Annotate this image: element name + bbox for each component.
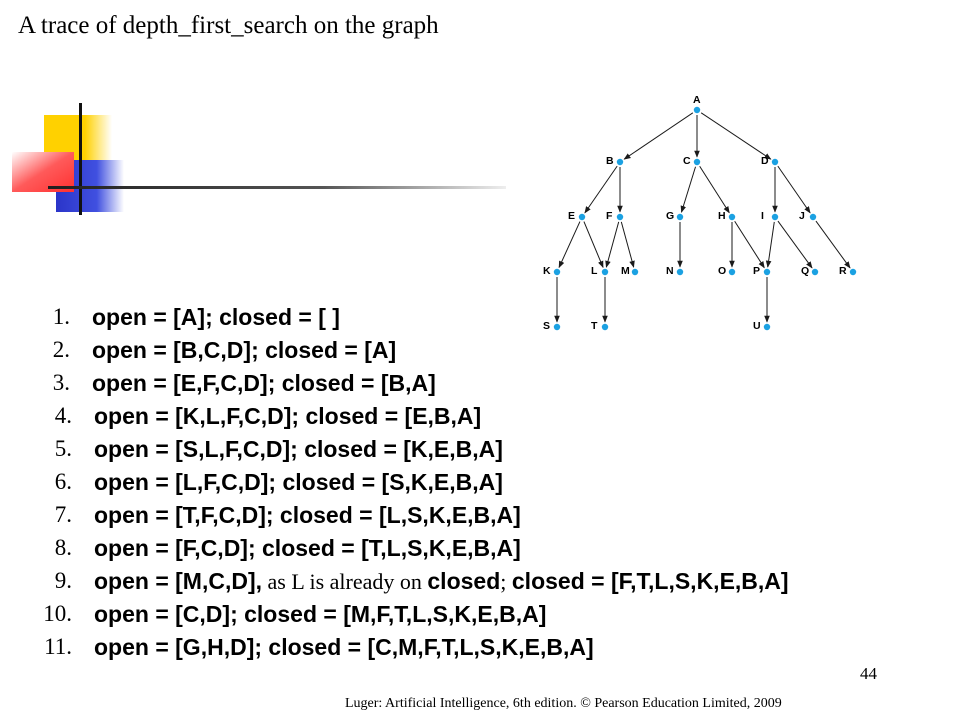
node-g [676,213,684,221]
node-label-c: C [683,155,691,167]
node-e [578,213,586,221]
node-u [763,323,771,331]
step-number: 4. [54,403,72,428]
step-text: open = [E,F,C,D]; closed = [B,A] [92,370,436,396]
node-label-h: H [718,210,726,222]
node-r [849,268,857,276]
edge-f-m [620,221,635,268]
node-h [728,213,736,221]
edge-h-p [734,220,765,269]
step-number: 8. [54,535,72,560]
step-number: 2. [52,337,70,362]
node-label-s: S [543,320,550,332]
step-text: open = [K,L,F,C,D]; closed = [E,B,A] [94,403,482,429]
decorative-squares [12,103,506,215]
node-i [771,213,779,221]
step-text: open = [A]; closed = [ ] [92,304,340,330]
page-number: 44 [860,664,877,683]
step-number: 7. [54,502,72,527]
edge-i-q [777,220,813,269]
step-text: open = [L,F,C,D]; closed = [S,K,E,B,A] [94,469,503,495]
node-label-n: N [666,265,674,277]
step-note: as L is already on [262,569,428,594]
step-text: open = [C,D]; closed = [M,F,T,L,S,K,E,B,… [94,601,547,627]
step-text-part: closed [427,568,501,594]
node-label-t: T [591,320,598,332]
step-text-part: open = [M,C,D], [94,568,263,594]
node-label-l: L [591,265,598,277]
graph-edges [554,112,851,323]
edge-a-b [623,112,694,160]
node-p [763,268,771,276]
vertical-rule [79,103,82,215]
node-label-e: E [568,210,575,222]
node-label-b: B [606,155,614,167]
step-number: 1. [52,304,70,329]
node-label-q: Q [801,265,809,277]
step-text: open = [G,H,D]; closed = [C,M,F,T,L,S,K,… [94,634,594,660]
step-text: open = [M,C,D], as L is already on close… [94,568,789,595]
graph-nodes: A B C D E F G H I J K L M N O P Q R S T U [543,94,857,332]
step-text-part: closed = [F,T,L,S,K,E,B,A] [511,568,789,594]
step-number: 10. [43,601,72,626]
node-label-m: M [621,265,630,277]
step-number: 6. [54,469,72,494]
edge-e-k [558,221,581,269]
footer-citation: Luger: Artificial Intelligence, 6th edit… [345,696,782,711]
step-number: 11. [44,634,72,659]
step-text: open = [T,F,C,D]; closed = [L,S,K,E,B,A] [94,502,521,528]
step-note: ; [500,569,512,594]
horizontal-rule [48,186,506,189]
edge-f-l [605,221,620,268]
search-graph: A B C D E F G H I J K L M N O P Q R S T U [543,94,857,332]
step-text: open = [S,L,F,C,D]; closed = [K,E,B,A] [94,436,503,462]
node-t [601,323,609,331]
node-f [616,213,624,221]
node-o [728,268,736,276]
node-label-o: O [718,265,726,277]
edge-c-g [680,166,697,213]
node-l [601,268,609,276]
step-number: 5. [54,436,72,461]
step-text: open = [B,C,D]; closed = [A] [92,337,397,363]
step-text: open = [F,C,D]; closed = [T,L,S,K,E,B,A] [94,535,521,561]
edge-d-j [777,165,811,214]
node-a [693,106,701,114]
node-b [616,158,624,166]
node-label-i: I [761,210,764,222]
node-n [676,268,684,276]
node-label-p: P [753,265,760,277]
node-q [811,268,819,276]
node-label-k: K [543,265,551,277]
node-label-g: G [666,210,674,222]
node-label-u: U [753,320,761,332]
step-number: 9. [54,568,72,593]
edge-e-l [583,221,604,269]
node-label-r: R [839,265,847,277]
node-label-a: A [693,94,701,106]
node-d [771,158,779,166]
edge-a-d [700,112,772,160]
node-j [809,213,817,221]
edge-i-p [765,221,775,268]
slide-title: A trace of depth_first_search on the gra… [18,12,439,39]
node-s [553,323,561,331]
edge-c-h [699,165,730,214]
node-c [693,158,701,166]
edge-b-e [584,165,618,214]
node-k [553,268,561,276]
edge-j-r [815,220,851,269]
red-square [12,152,74,192]
step-number: 3. [52,370,70,395]
node-label-d: D [761,155,769,167]
node-m [631,268,639,276]
node-label-f: F [606,210,613,222]
node-label-j: J [799,210,805,222]
